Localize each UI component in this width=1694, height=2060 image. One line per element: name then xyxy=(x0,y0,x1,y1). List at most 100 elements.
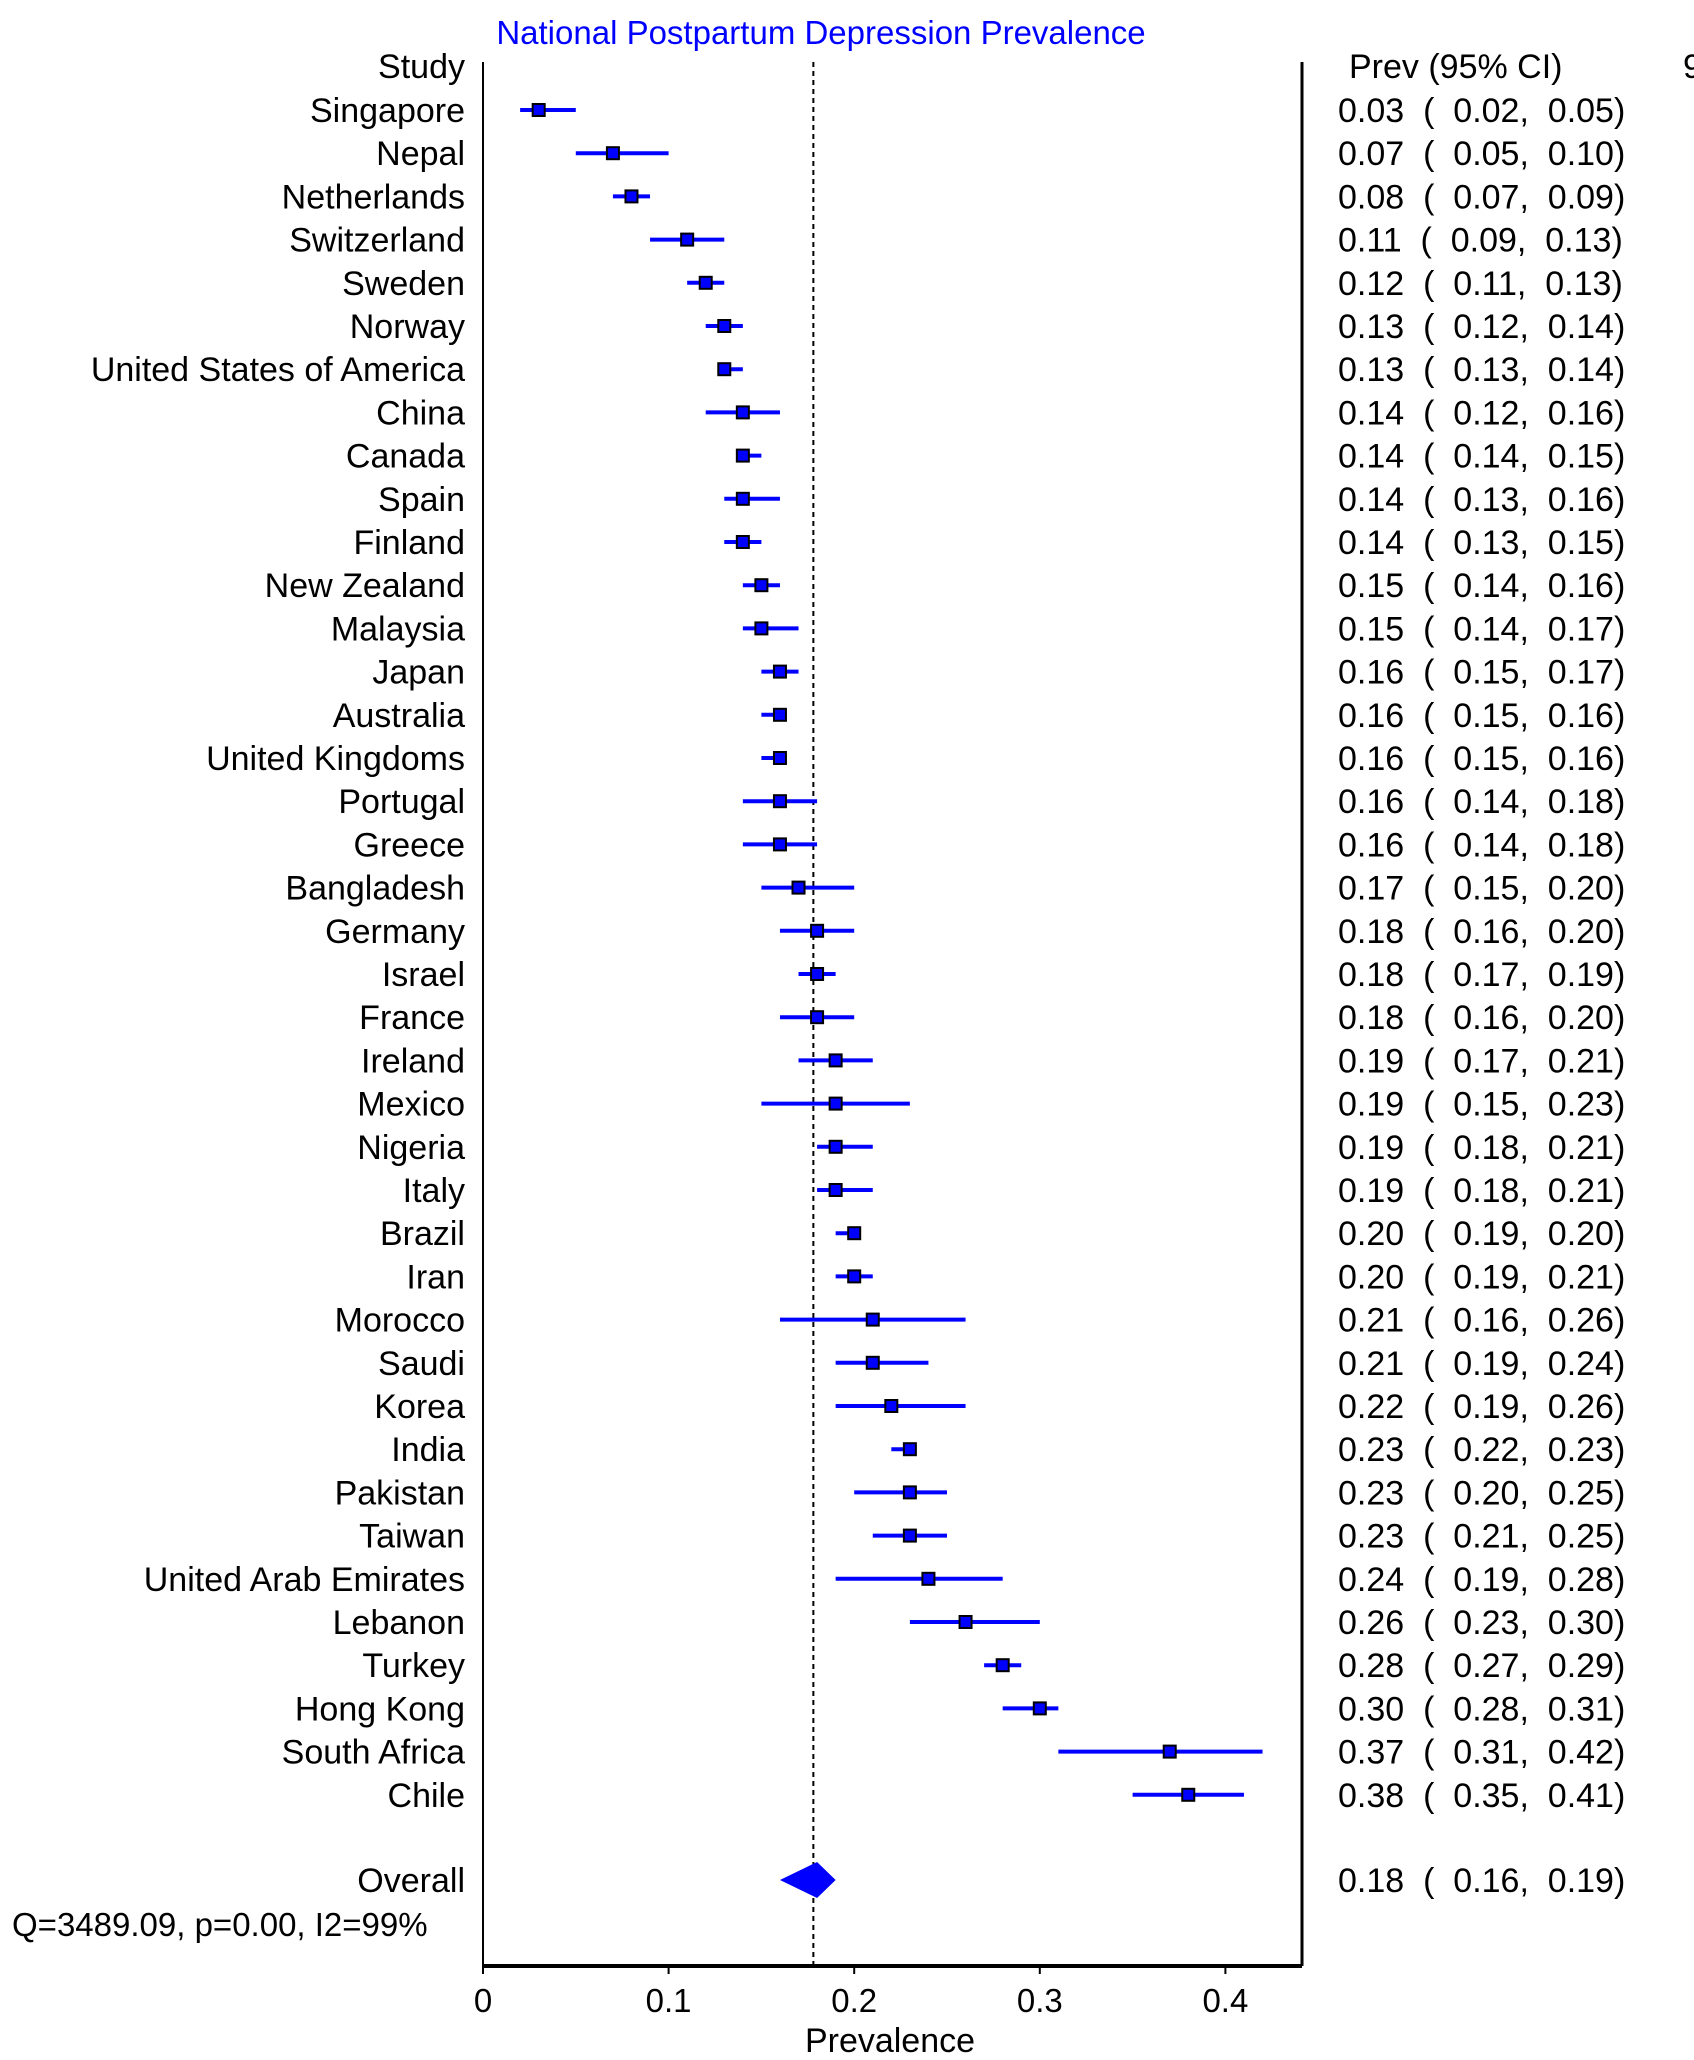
point-estimate-marker xyxy=(791,880,806,895)
study-label: Mexico xyxy=(357,1086,465,1124)
point-estimate-marker xyxy=(902,1485,917,1500)
study-estimate-text: 0.18 ( 0.17, 0.19) xyxy=(1338,956,1625,994)
study-label: Greece xyxy=(354,826,466,864)
x-tick-label: 0 xyxy=(474,1982,492,2019)
point-estimate-marker xyxy=(772,751,787,765)
heterogeneity-stats: Q=3489.09, p=0.00, I2=99% xyxy=(12,1906,428,1943)
study-label: Switzerland xyxy=(289,222,465,260)
study-estimate-text: 0.16 ( 0.14, 0.18) xyxy=(1338,826,1625,864)
point-estimate-marker xyxy=(847,1226,862,1241)
study-estimate-text: 0.13 ( 0.12, 0.14) xyxy=(1338,308,1625,346)
study-label: Iran xyxy=(406,1258,465,1296)
study-label: Australia xyxy=(333,697,465,735)
study-estimate-text: 0.16 ( 0.15, 0.16) xyxy=(1338,740,1625,778)
study-label: Nepal xyxy=(376,135,465,173)
study-estimate-text: 0.18 ( 0.16, 0.20) xyxy=(1338,999,1625,1037)
point-estimate-marker xyxy=(698,275,713,290)
x-tick-label: 0.1 xyxy=(646,1982,692,2019)
point-estimate-marker xyxy=(735,535,750,549)
point-estimate-marker xyxy=(1162,1744,1177,1759)
clipped-header: 9 xyxy=(1683,48,1694,86)
study-header: Study xyxy=(378,48,465,86)
point-estimate-marker xyxy=(921,1571,936,1586)
study-estimate-text: 0.21 ( 0.16, 0.26) xyxy=(1338,1302,1625,1340)
study-estimate-text: 0.23 ( 0.21, 0.25) xyxy=(1338,1518,1625,1556)
study-estimate-text: 0.30 ( 0.28, 0.31) xyxy=(1338,1690,1625,1728)
point-estimate-marker xyxy=(902,1442,917,1457)
point-estimate-marker xyxy=(958,1615,973,1629)
point-estimate-marker xyxy=(865,1355,880,1370)
study-label: France xyxy=(359,999,465,1037)
study-estimate-text: 0.21 ( 0.19, 0.24) xyxy=(1338,1345,1625,1383)
point-estimate-marker xyxy=(828,1183,843,1197)
study-estimate-text: 0.19 ( 0.18, 0.21) xyxy=(1338,1172,1625,1210)
point-estimate-marker xyxy=(735,491,750,506)
point-estimate-marker xyxy=(735,448,750,463)
study-label: New Zealand xyxy=(265,567,465,605)
study-label: Morocco xyxy=(335,1302,465,1340)
study-label: Bangladesh xyxy=(285,870,465,908)
study-estimate-text: 0.26 ( 0.23, 0.30) xyxy=(1338,1604,1625,1642)
study-estimate-text: 0.19 ( 0.18, 0.21) xyxy=(1338,1129,1625,1167)
study-label: Brazil xyxy=(380,1215,465,1253)
study-estimate-text: 0.19 ( 0.17, 0.21) xyxy=(1338,1042,1625,1080)
study-label: Turkey xyxy=(362,1647,465,1685)
study-label: Korea xyxy=(374,1388,465,1426)
point-estimate-marker xyxy=(828,1053,843,1068)
study-label: Ireland xyxy=(361,1042,465,1080)
point-estimate-marker xyxy=(754,621,769,636)
study-estimate-text: 0.14 ( 0.13, 0.16) xyxy=(1338,481,1625,519)
point-estimate-marker xyxy=(772,707,787,722)
overall-label: Overall xyxy=(357,1862,465,1900)
study-label: Italy xyxy=(403,1172,465,1210)
point-estimate-marker xyxy=(772,664,787,679)
study-estimate-text: 0.22 ( 0.19, 0.26) xyxy=(1338,1388,1625,1426)
study-label: Chile xyxy=(388,1777,465,1815)
study-label: Netherlands xyxy=(282,178,465,216)
study-label: United States of America xyxy=(91,351,465,389)
study-label: Nigeria xyxy=(357,1129,465,1167)
point-estimate-marker xyxy=(828,1096,843,1111)
x-tick-label: 0.4 xyxy=(1202,1982,1248,2019)
point-estimate-marker xyxy=(735,405,750,420)
study-estimate-text: 0.28 ( 0.27, 0.29) xyxy=(1338,1647,1625,1685)
study-label: Sweden xyxy=(342,265,465,303)
estimate-header: Prev (95% CI) xyxy=(1349,48,1563,86)
study-estimate-text: 0.14 ( 0.14, 0.15) xyxy=(1338,438,1625,476)
point-estimate-marker xyxy=(810,923,825,938)
study-estimate-text: 0.12 ( 0.11, 0.13) xyxy=(1338,265,1623,303)
study-estimate-text: 0.16 ( 0.15, 0.17) xyxy=(1338,654,1625,692)
study-estimate-text: 0.16 ( 0.14, 0.18) xyxy=(1338,783,1625,821)
study-label: Portugal xyxy=(338,783,465,821)
study-estimate-text: 0.24 ( 0.19, 0.28) xyxy=(1338,1561,1625,1599)
point-estimate-marker xyxy=(902,1528,917,1543)
study-estimate-text: 0.03 ( 0.02, 0.05) xyxy=(1338,92,1625,130)
study-estimate-text: 0.14 ( 0.13, 0.15) xyxy=(1338,524,1625,562)
study-label: Finland xyxy=(353,524,465,562)
study-label: Spain xyxy=(378,481,465,519)
point-estimate-marker xyxy=(754,578,769,593)
study-estimate-text: 0.20 ( 0.19, 0.21) xyxy=(1338,1258,1625,1296)
study-estimate-text: 0.16 ( 0.15, 0.16) xyxy=(1338,697,1625,735)
study-estimate-text: 0.08 ( 0.07, 0.09) xyxy=(1338,178,1625,216)
study-estimate-text: 0.13 ( 0.13, 0.14) xyxy=(1338,351,1625,389)
study-label: China xyxy=(376,394,465,432)
study-label: Singapore xyxy=(310,92,465,130)
point-estimate-marker xyxy=(605,146,620,161)
study-label: Taiwan xyxy=(359,1518,465,1556)
x-axis-label: Prevalence xyxy=(805,2022,975,2060)
study-estimate-text: 0.17 ( 0.15, 0.20) xyxy=(1338,870,1625,908)
study-label: Saudi xyxy=(378,1345,465,1383)
study-label: Israel xyxy=(382,956,465,994)
study-label: Lebanon xyxy=(333,1604,465,1642)
point-estimate-marker xyxy=(1032,1701,1047,1716)
point-estimate-marker xyxy=(884,1399,899,1413)
study-estimate-text: 0.14 ( 0.12, 0.16) xyxy=(1338,394,1625,432)
point-estimate-marker xyxy=(717,362,732,377)
study-label: Japan xyxy=(372,654,465,692)
point-estimate-marker xyxy=(828,1139,843,1154)
study-label: United Kingdoms xyxy=(206,740,465,778)
study-estimate-text: 0.07 ( 0.05, 0.10) xyxy=(1338,135,1625,173)
study-estimate-text: 0.23 ( 0.22, 0.23) xyxy=(1338,1431,1625,1469)
